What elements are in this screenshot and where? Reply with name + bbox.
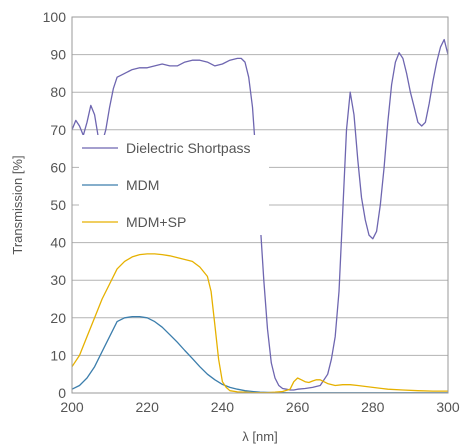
y-tick-label: 70 (50, 122, 66, 138)
x-tick-labels: 200 220 240 260 280 300 (60, 399, 460, 415)
y-axis-title: Transmission [%] (10, 155, 25, 254)
y-tick-label: 100 (43, 9, 67, 25)
x-tick-label: 260 (286, 399, 310, 415)
legend-label-3: MDM+SP (126, 214, 186, 230)
y-tick-label: 40 (50, 235, 66, 251)
legend-label-2: MDM (126, 177, 159, 193)
y-tick-label: 30 (50, 272, 66, 288)
y-tick-label: 90 (50, 47, 66, 63)
x-tick-label: 240 (211, 399, 235, 415)
y-tick-label: 20 (50, 310, 66, 326)
series-line-3 (72, 254, 448, 393)
legend-label-1: Dielectric Shortpass (126, 140, 251, 156)
y-tick-label: 60 (50, 159, 66, 175)
x-tick-label: 200 (60, 399, 84, 415)
x-tick-label: 300 (436, 399, 460, 415)
y-tick-label: 50 (50, 197, 66, 213)
y-tick-label: 10 (50, 347, 66, 363)
x-tick-label: 280 (361, 399, 385, 415)
x-tick-label: 220 (136, 399, 160, 415)
series-line-2 (72, 317, 448, 393)
y-tick-label: 80 (50, 84, 66, 100)
x-axis-title: λ [nm] (242, 429, 277, 444)
